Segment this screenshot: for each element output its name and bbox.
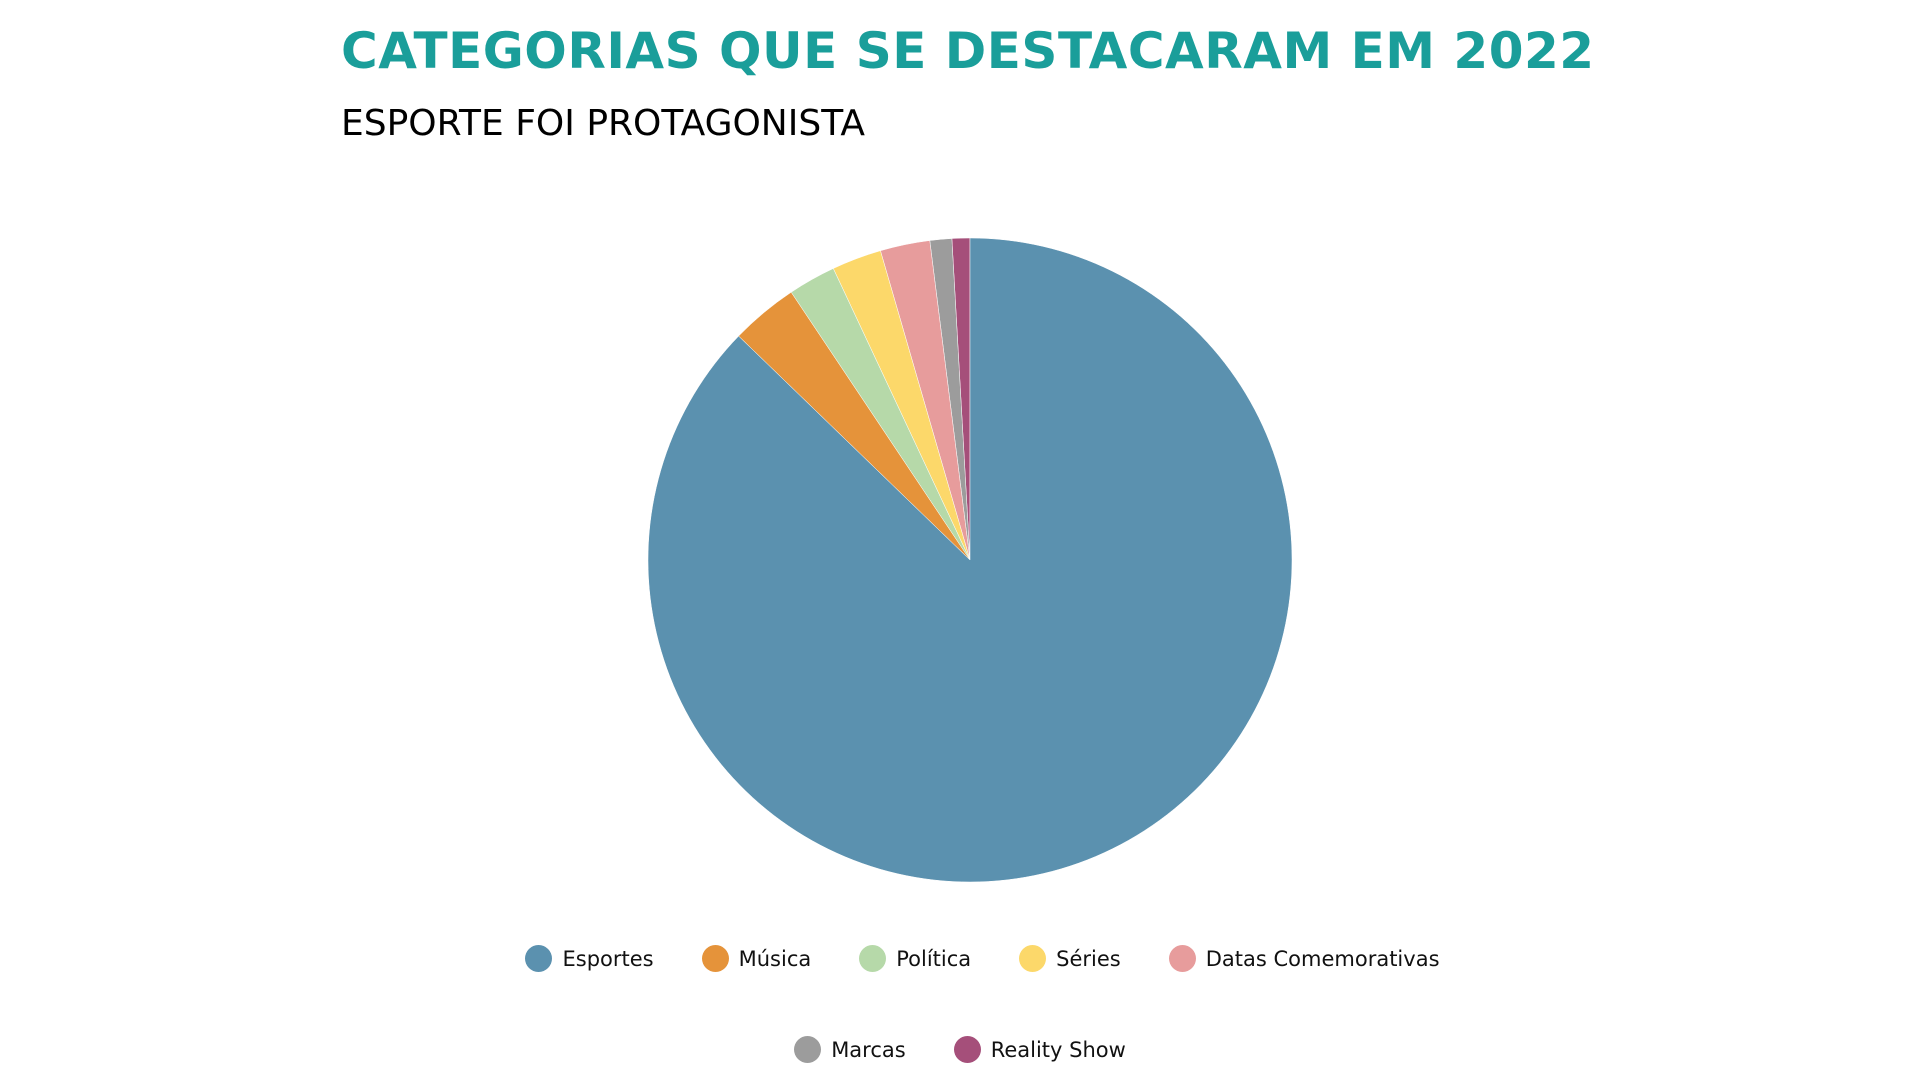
legend-label-politica: Política: [896, 946, 972, 971]
legend-label-reality-show: Reality Show: [990, 1037, 1126, 1062]
chart-title: CATEGORIAS QUE SE DESTACARAM EM 2022: [341, 22, 1595, 80]
legend-row-1: Esportes Música Política Séries Datas Co…: [0, 945, 1920, 972]
legend-swatch-reality-show: [953, 1036, 981, 1063]
legend-item-marcas[interactable]: Marcas: [794, 1036, 906, 1063]
legend-item-reality-show[interactable]: Reality Show: [953, 1036, 1126, 1063]
legend-item-datas-comemorativas[interactable]: Datas Comemorativas: [1168, 945, 1440, 972]
legend-label-esportes: Esportes: [562, 946, 654, 971]
legend-swatch-politica: [859, 945, 887, 972]
legend-item-series[interactable]: Séries: [1019, 945, 1121, 972]
legend-label-marcas: Marcas: [831, 1037, 906, 1062]
legend-label-series: Séries: [1056, 946, 1121, 971]
pie-slice-esportes[interactable]: [647, 237, 1293, 883]
legend-swatch-esportes: [525, 945, 553, 972]
legend-swatch-marcas: [794, 1036, 822, 1063]
legend-label-musica: Música: [738, 946, 812, 971]
legend-swatch-musica: [701, 945, 729, 972]
legend-item-musica[interactable]: Música: [701, 945, 812, 972]
legend-item-esportes[interactable]: Esportes: [525, 945, 654, 972]
legend-item-politica[interactable]: Política: [859, 945, 971, 972]
chart-subtitle: ESPORTE FOI PROTAGONISTA: [341, 103, 866, 144]
legend-swatch-series: [1019, 945, 1047, 972]
legend-row-2: Marcas Reality Show: [0, 1036, 1920, 1063]
legend-swatch-datas-comemorativas: [1168, 945, 1196, 972]
legend-label-datas-comemorativas: Datas Comemorativas: [1205, 946, 1440, 971]
